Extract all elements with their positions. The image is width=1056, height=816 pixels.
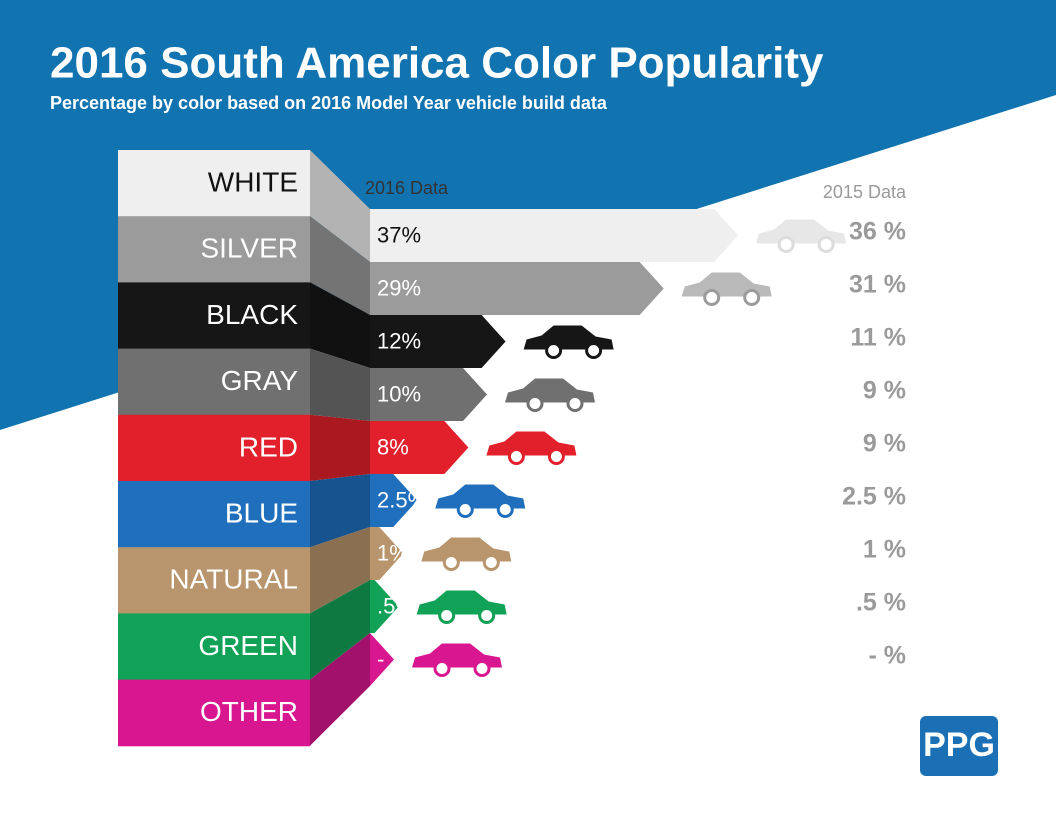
fold	[310, 348, 370, 421]
fold	[310, 282, 370, 368]
car-wheel	[473, 660, 491, 677]
car-wheel	[545, 342, 563, 359]
bar	[370, 209, 739, 262]
value-2015: 31 %	[849, 271, 906, 299]
value-label: .5%	[377, 593, 415, 618]
category-label: BLACK	[206, 299, 298, 330]
chart-title: 2016 South America Color Popularity	[50, 39, 824, 88]
category-label: BLUE	[225, 497, 298, 528]
empty-bar	[370, 633, 394, 686]
value-2015: 11 %	[850, 324, 906, 352]
category-label: NATURAL	[169, 564, 298, 595]
series-header: 2016 Data	[365, 178, 449, 198]
category-band	[118, 613, 310, 681]
car-wheel	[743, 289, 761, 306]
car-wheel	[456, 501, 474, 518]
fold	[310, 414, 370, 481]
car-wheel	[566, 395, 584, 412]
value-label: 2.5%	[377, 487, 427, 512]
bar	[370, 474, 418, 527]
category-band	[118, 150, 310, 217]
value-2015: 36 %	[849, 218, 906, 246]
chart-subtitle: Percentage by color based on 2016 Model …	[50, 93, 608, 113]
value-label: 29%	[377, 275, 421, 300]
car-wheel	[438, 607, 456, 624]
value-label: 10%	[377, 381, 421, 406]
car-wheel	[496, 501, 514, 518]
category-label: GREEN	[198, 630, 298, 661]
category-label: SILVER	[200, 233, 298, 264]
value-label: 1%	[377, 540, 409, 565]
category-band	[118, 282, 310, 350]
car-wheel	[478, 607, 496, 624]
value-label: 37%	[377, 222, 421, 247]
value-2015: 1 %	[863, 536, 906, 564]
value-2015: .5 %	[856, 589, 906, 617]
car-wheel	[703, 289, 721, 306]
car-wheel	[482, 554, 500, 571]
value-2015: 9 %	[863, 377, 906, 405]
category-band	[118, 547, 310, 614]
bar	[370, 580, 399, 633]
car-wheel	[442, 554, 460, 571]
bar	[370, 421, 469, 474]
car-wheel	[507, 448, 525, 465]
category-label: RED	[239, 431, 298, 462]
series-header: 2015 Data	[823, 182, 907, 202]
logo: PPG	[923, 726, 995, 764]
car-wheel	[547, 448, 565, 465]
category-band	[118, 216, 310, 283]
logo-box	[920, 716, 998, 776]
value-2015: - %	[869, 642, 907, 670]
car-wheel	[526, 395, 544, 412]
bar	[370, 368, 487, 421]
category-band	[118, 348, 310, 416]
car-wheel	[585, 342, 603, 359]
category-band	[118, 679, 310, 747]
fold	[310, 474, 370, 548]
car-wheel	[817, 236, 835, 253]
fold	[310, 527, 370, 614]
fold	[310, 580, 370, 680]
value-2015: 2.5 %	[842, 483, 906, 511]
category-band	[118, 414, 310, 482]
category-label: OTHER	[200, 696, 298, 727]
value-label: 8%	[377, 434, 409, 459]
category-label: GRAY	[221, 365, 299, 396]
bar	[370, 262, 664, 315]
value-2015: 9 %	[863, 430, 906, 458]
value-label: -	[377, 646, 384, 671]
category-label: WHITE	[208, 166, 298, 197]
fold	[310, 633, 370, 746]
car-wheel	[433, 660, 451, 677]
fold	[310, 150, 370, 262]
bar	[370, 527, 404, 580]
bar	[370, 315, 506, 368]
car-wheel	[777, 236, 795, 253]
category-band	[118, 481, 310, 548]
fold	[310, 216, 370, 315]
value-label: 12%	[377, 328, 421, 353]
